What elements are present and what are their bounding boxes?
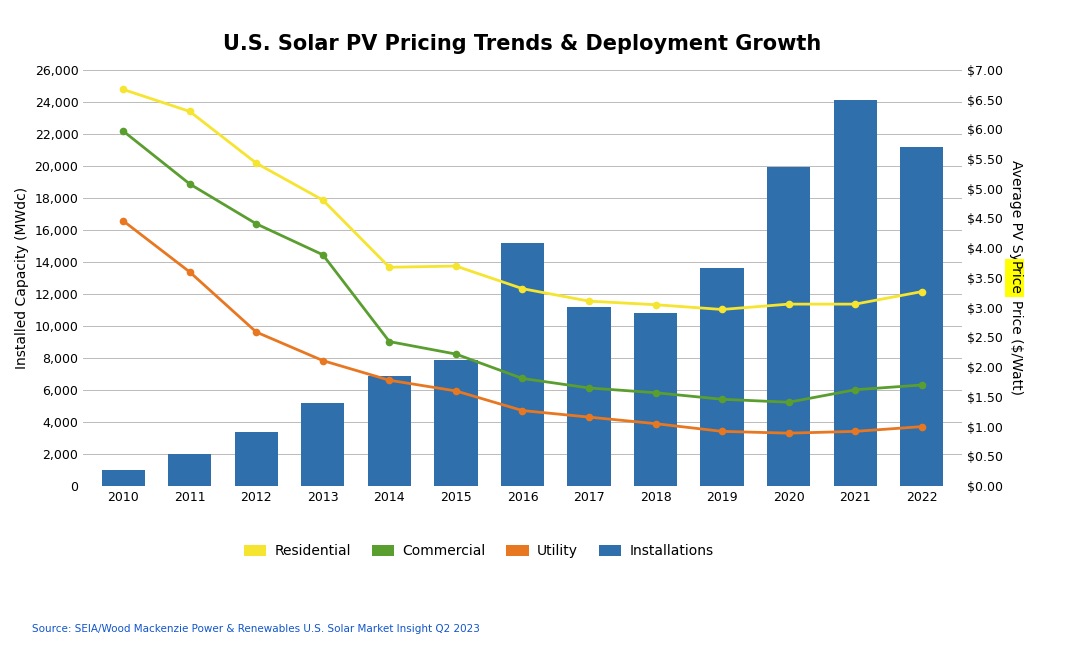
Bar [500,243,544,486]
Bar [567,307,611,486]
Text: Source: SEIA/Wood Mackenzie Power & Renewables U.S. Solar Market Insight Q2 2023: Source: SEIA/Wood Mackenzie Power & Rene… [32,625,480,634]
Title: U.S. Solar PV Pricing Trends & Deployment Growth: U.S. Solar PV Pricing Trends & Deploymen… [224,34,822,54]
Bar [301,403,344,486]
Y-axis label: Installed Capacity (MWdc): Installed Capacity (MWdc) [15,187,29,369]
Bar [368,375,411,486]
Bar [235,432,278,486]
Bar [101,470,145,486]
Bar [700,268,744,486]
Y-axis label: Average PV System Price ($/Watt): Average PV System Price ($/Watt) [1009,160,1023,395]
Legend: Residential, Commercial, Utility, Installations: Residential, Commercial, Utility, Instal… [238,539,719,564]
Bar [168,454,211,486]
Text: Price: Price [1007,261,1021,295]
Bar [634,313,677,486]
Bar [435,360,478,486]
Bar [767,167,810,486]
Bar [901,147,944,486]
Bar [834,100,877,486]
